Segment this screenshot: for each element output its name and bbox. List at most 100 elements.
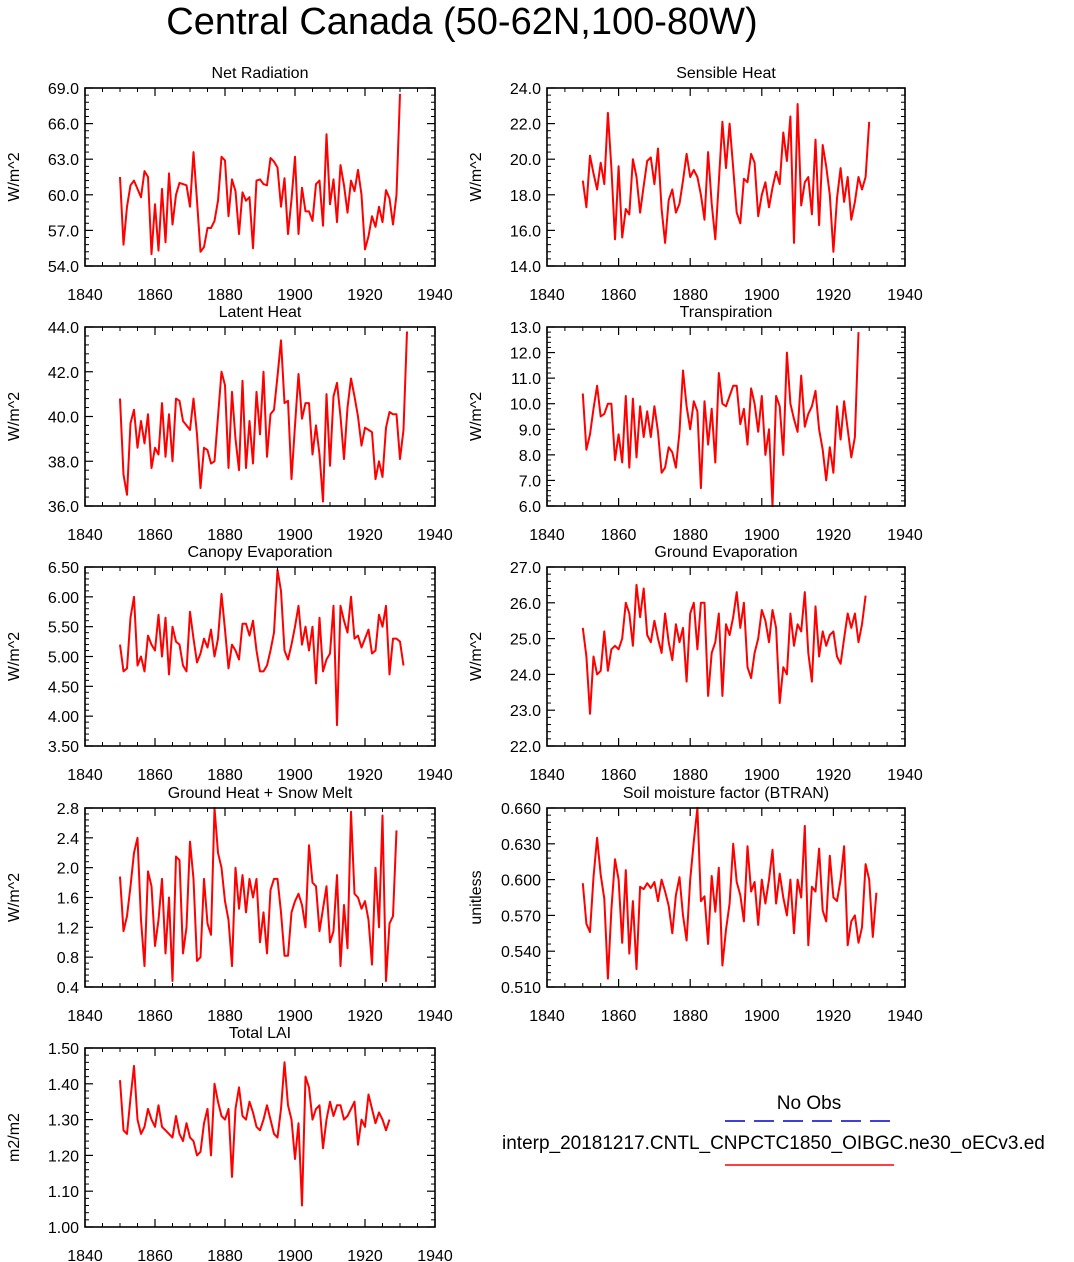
y-tick-label: 7.0	[519, 473, 541, 490]
y-axis-label: W/m^2	[468, 152, 485, 201]
x-tick-label: 1920	[816, 767, 852, 784]
x-tick-label: 1900	[744, 527, 780, 544]
series-line	[119, 1061, 391, 1207]
y-tick-label: 24.0	[510, 667, 541, 684]
series-line	[119, 807, 398, 982]
panel-title: Canopy Evaporation	[188, 544, 333, 561]
main-title: Central Canada (50-62N,100-80W)	[166, 1, 758, 43]
x-tick-label: 1940	[887, 527, 923, 544]
x-tick-label: 1900	[277, 1008, 313, 1025]
panel-6: 1840 1860 1880 1900 1920 1940 0.4 0.8 1.2 1.6 2.0 2…	[6, 785, 453, 1025]
y-tick-label: 26.0	[510, 596, 541, 613]
x-tick-label: 1860	[601, 767, 637, 784]
panel-7: 1840 1860 1880 1900 1920 1940 0.510 0.540 0.570 0…	[468, 785, 923, 1025]
x-tick-label: 1880	[672, 767, 708, 784]
x-tick-label: 1840	[529, 287, 565, 304]
y-tick-label: 0.510	[501, 980, 541, 997]
y-axis-label: W/m^2	[468, 392, 485, 441]
y-axis-label: W/m^2	[6, 632, 23, 681]
y-tick-label: 16.0	[510, 223, 541, 240]
y-tick-label: 12.0	[510, 346, 541, 363]
x-tick-label: 1880	[672, 287, 708, 304]
y-tick-label: 1.00	[48, 1220, 79, 1237]
series-line	[119, 331, 408, 503]
x-tick-label: 1860	[137, 1248, 173, 1262]
panel-title: Net Radiation	[212, 65, 309, 82]
panel-title: Soil moisture factor (BTRAN)	[623, 785, 829, 802]
y-tick-label: 0.8	[57, 950, 79, 967]
y-tick-label: 69.0	[48, 81, 79, 98]
y-axis-label: W/m^2	[468, 632, 485, 681]
y-tick-label: 9.0	[519, 422, 541, 439]
series-line	[581, 103, 871, 253]
legend: No Obs interp_20181217.CNTL_CNPCTC1850_O…	[502, 1093, 1045, 1166]
series-line	[119, 569, 405, 727]
panel-8: 1840 1860 1880 1900 1920 1940 1.00 1.10 1.20 1.30…	[6, 1025, 453, 1262]
series-line	[581, 332, 860, 507]
x-tick-label: 1940	[417, 1008, 453, 1025]
y-tick-label: 0.570	[501, 908, 541, 925]
x-tick-label: 1860	[137, 287, 173, 304]
y-tick-label: 2.0	[57, 861, 79, 878]
y-tick-label: 0.4	[57, 980, 79, 997]
y-tick-label: 4.50	[48, 679, 79, 696]
y-tick-label: 20.0	[510, 152, 541, 169]
panel-5: 1840 1860 1880 1900 1920 1940 22.0 23.0 24.0 25.0…	[468, 544, 923, 784]
x-tick-label: 1920	[347, 1248, 383, 1262]
x-tick-label: 1880	[207, 767, 243, 784]
y-tick-label: 1.50	[48, 1041, 79, 1058]
y-tick-label: 44.0	[48, 320, 79, 337]
panel-3: 1840 1860 1880 1900 1920 1940 6.0 7.0 8.0 9.0 10.0…	[468, 304, 923, 544]
x-tick-label: 1900	[277, 527, 313, 544]
x-tick-label: 1920	[816, 287, 852, 304]
y-tick-label: 1.20	[48, 1148, 79, 1165]
y-tick-label: 63.0	[48, 152, 79, 169]
y-tick-label: 4.00	[48, 709, 79, 726]
x-tick-label: 1880	[207, 1008, 243, 1025]
x-tick-label: 1880	[672, 527, 708, 544]
x-tick-label: 1860	[601, 1008, 637, 1025]
y-tick-label: 25.0	[510, 632, 541, 649]
x-tick-label: 1920	[816, 1008, 852, 1025]
x-tick-label: 1920	[816, 527, 852, 544]
y-tick-label: 27.0	[510, 560, 541, 577]
y-tick-label: 6.00	[48, 590, 79, 607]
x-tick-label: 1920	[347, 287, 383, 304]
x-tick-label: 1920	[347, 767, 383, 784]
x-tick-label: 1840	[67, 1248, 103, 1262]
y-axis-label: unitless	[468, 870, 485, 924]
y-axis-label: W/m^2	[6, 873, 23, 922]
y-tick-label: 1.10	[48, 1184, 79, 1201]
legend-model-label: interp_20181217.CNTL_CNPCTC1850_OIBGC.ne…	[502, 1133, 1045, 1154]
y-tick-label: 22.0	[510, 739, 541, 756]
plot-frame	[546, 87, 906, 267]
x-tick-label: 1860	[137, 767, 173, 784]
y-tick-label: 2.8	[57, 801, 79, 818]
plot-frame	[546, 807, 906, 988]
x-tick-label: 1920	[347, 527, 383, 544]
y-tick-label: 40.0	[48, 410, 79, 427]
y-tick-label: 18.0	[510, 188, 541, 205]
y-tick-label: 54.0	[48, 259, 79, 276]
y-axis-label: m2/m2	[6, 1113, 23, 1162]
x-tick-label: 1840	[67, 527, 103, 544]
x-tick-label: 1840	[529, 527, 565, 544]
y-tick-label: 11.0	[511, 371, 541, 388]
y-tick-label: 5.00	[48, 650, 79, 667]
y-tick-label: 2.4	[57, 831, 79, 848]
x-tick-label: 1940	[887, 767, 923, 784]
y-tick-label: 60.0	[48, 188, 79, 205]
x-tick-label: 1860	[601, 527, 637, 544]
panel-title: Sensible Heat	[676, 65, 776, 82]
y-tick-label: 0.630	[501, 837, 541, 854]
plot-frame	[84, 87, 436, 267]
panel-title: Latent Heat	[219, 304, 302, 321]
y-tick-label: 66.0	[48, 117, 79, 134]
x-tick-label: 1840	[67, 287, 103, 304]
y-tick-label: 14.0	[510, 259, 541, 276]
x-tick-label: 1840	[529, 1008, 565, 1025]
x-tick-label: 1920	[347, 1008, 383, 1025]
x-tick-label: 1940	[417, 1248, 453, 1262]
x-tick-label: 1860	[601, 287, 637, 304]
